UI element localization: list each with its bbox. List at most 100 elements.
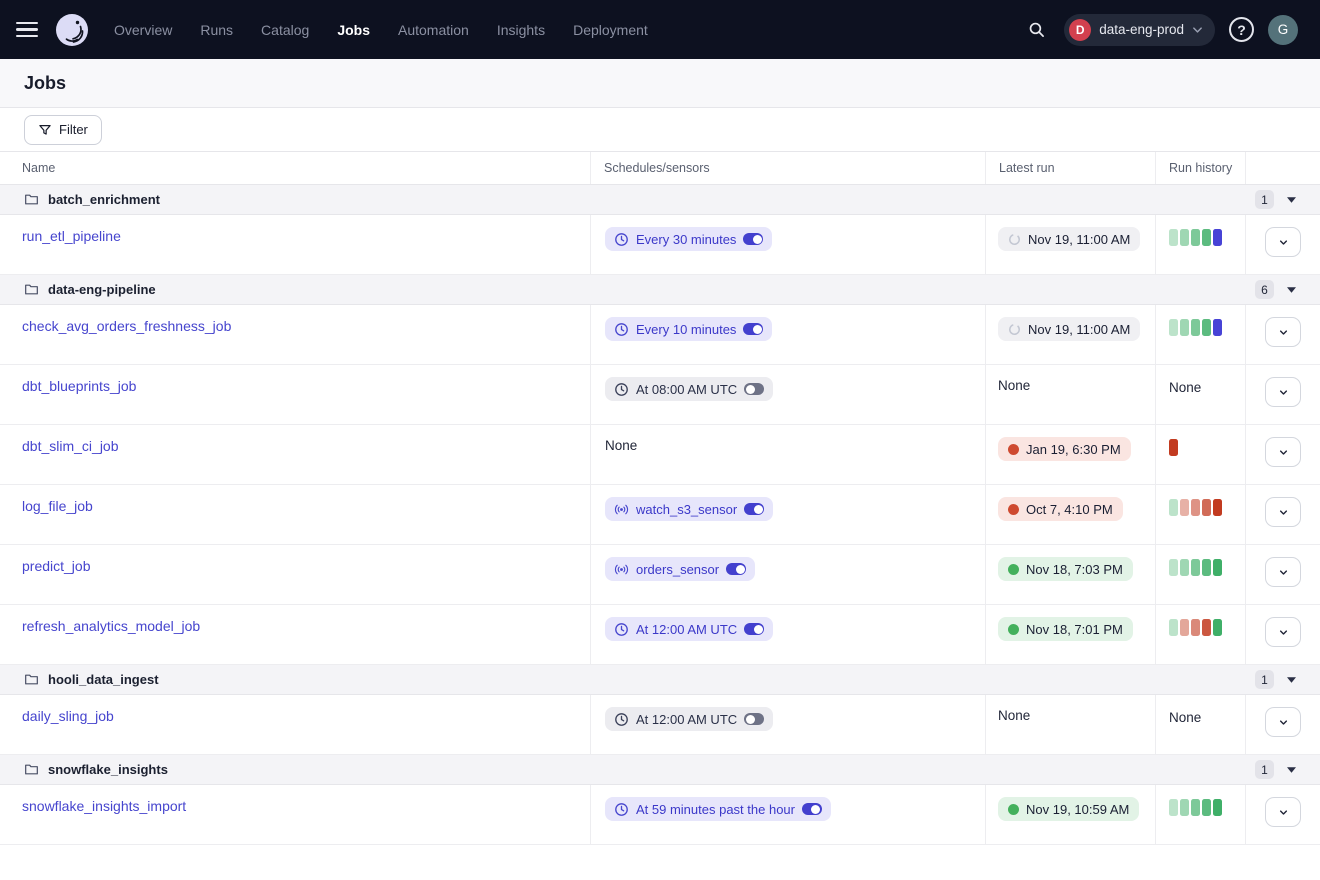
job-name-link[interactable]: predict_job bbox=[22, 558, 91, 574]
schedule-pill[interactable]: At 59 minutes past the hour bbox=[605, 797, 831, 821]
run-bar-success[interactable] bbox=[1191, 319, 1200, 336]
collapse-caret-icon[interactable] bbox=[1287, 197, 1296, 203]
run-history-bars[interactable] bbox=[1169, 319, 1245, 336]
run-bar-failure[interactable] bbox=[1191, 499, 1200, 516]
help-icon[interactable]: ? bbox=[1229, 17, 1254, 42]
run-bar-success[interactable] bbox=[1169, 229, 1178, 246]
sensor-pill[interactable]: watch_s3_sensor bbox=[605, 497, 773, 521]
run-history-bars[interactable] bbox=[1169, 799, 1245, 816]
schedule-toggle[interactable] bbox=[743, 233, 763, 245]
run-bar-success[interactable] bbox=[1191, 799, 1200, 816]
job-menu-button[interactable] bbox=[1265, 797, 1301, 827]
job-name-link[interactable]: dbt_slim_ci_job bbox=[22, 438, 119, 454]
collapse-caret-icon[interactable] bbox=[1287, 677, 1296, 683]
job-name-link[interactable]: log_file_job bbox=[22, 498, 93, 514]
run-history-bars[interactable] bbox=[1169, 559, 1245, 576]
user-avatar[interactable]: G bbox=[1268, 15, 1298, 45]
nav-item-runs[interactable]: Runs bbox=[200, 22, 233, 38]
run-bar-success[interactable] bbox=[1180, 229, 1189, 246]
run-bar-failure[interactable] bbox=[1191, 619, 1200, 636]
run-bar-success[interactable] bbox=[1169, 799, 1178, 816]
run-bar-failure[interactable] bbox=[1202, 619, 1211, 636]
job-name-link[interactable]: snowflake_insights_import bbox=[22, 798, 186, 814]
group-row-snowflake_insights[interactable]: snowflake_insights1 bbox=[0, 755, 1320, 785]
job-menu-button[interactable] bbox=[1265, 557, 1301, 587]
run-bar-success[interactable] bbox=[1180, 799, 1189, 816]
run-bar-success[interactable] bbox=[1213, 799, 1222, 816]
run-bar-success[interactable] bbox=[1169, 499, 1178, 516]
latest-run-pill[interactable]: Nov 18, 7:01 PM bbox=[998, 617, 1133, 641]
collapse-caret-icon[interactable] bbox=[1287, 287, 1296, 293]
job-menu-button[interactable] bbox=[1265, 317, 1301, 347]
run-bar-success[interactable] bbox=[1180, 559, 1189, 576]
run-bar-in_progress[interactable] bbox=[1213, 229, 1222, 246]
search-icon[interactable] bbox=[1022, 16, 1050, 44]
filter-button[interactable]: Filter bbox=[24, 115, 102, 145]
job-menu-button[interactable] bbox=[1265, 497, 1301, 527]
run-bar-success[interactable] bbox=[1191, 229, 1200, 246]
run-history-bars[interactable] bbox=[1169, 439, 1245, 456]
job-name-link[interactable]: daily_sling_job bbox=[22, 708, 114, 724]
latest-run-pill[interactable]: Nov 19, 11:00 AM bbox=[998, 227, 1140, 251]
job-menu-button[interactable] bbox=[1265, 617, 1301, 647]
job-name-link[interactable]: run_etl_pipeline bbox=[22, 228, 121, 244]
job-menu-button[interactable] bbox=[1265, 437, 1301, 467]
run-bar-success[interactable] bbox=[1169, 319, 1178, 336]
run-bar-success[interactable] bbox=[1180, 319, 1189, 336]
group-row-data-eng-pipeline[interactable]: data-eng-pipeline6 bbox=[0, 275, 1320, 305]
run-bar-success[interactable] bbox=[1213, 619, 1222, 636]
schedule-toggle[interactable] bbox=[744, 503, 764, 515]
schedule-toggle[interactable] bbox=[744, 623, 764, 635]
schedule-toggle[interactable] bbox=[802, 803, 822, 815]
schedule-pill[interactable]: At 12:00 AM UTC bbox=[605, 707, 773, 731]
run-bar-success[interactable] bbox=[1213, 559, 1222, 576]
run-bar-in_progress[interactable] bbox=[1213, 319, 1222, 336]
collapse-caret-icon[interactable] bbox=[1287, 767, 1296, 773]
group-row-hooli_data_ingest[interactable]: hooli_data_ingest1 bbox=[0, 665, 1320, 695]
schedule-toggle[interactable] bbox=[726, 563, 746, 575]
nav-item-overview[interactable]: Overview bbox=[114, 22, 172, 38]
run-bar-success[interactable] bbox=[1169, 559, 1178, 576]
run-history-bars[interactable] bbox=[1169, 229, 1245, 246]
workspace-switcher[interactable]: D data-eng-prod bbox=[1064, 14, 1215, 46]
run-bar-success[interactable] bbox=[1191, 559, 1200, 576]
run-bar-failure[interactable] bbox=[1169, 439, 1178, 456]
latest-run-pill[interactable]: Oct 7, 4:10 PM bbox=[998, 497, 1123, 521]
job-name-link[interactable]: dbt_blueprints_job bbox=[22, 378, 136, 394]
nav-item-deployment[interactable]: Deployment bbox=[573, 22, 648, 38]
latest-run-pill[interactable]: Nov 18, 7:03 PM bbox=[998, 557, 1133, 581]
menu-icon[interactable] bbox=[16, 22, 38, 38]
job-menu-button[interactable] bbox=[1265, 227, 1301, 257]
dagster-logo-icon[interactable] bbox=[54, 12, 90, 48]
job-name-link[interactable]: refresh_analytics_model_job bbox=[22, 618, 200, 634]
schedule-pill[interactable]: Every 10 minutes bbox=[605, 317, 772, 341]
run-bar-success[interactable] bbox=[1202, 799, 1211, 816]
latest-run-pill[interactable]: Jan 19, 6:30 PM bbox=[998, 437, 1131, 461]
job-menu-button[interactable] bbox=[1265, 707, 1301, 737]
job-name-link[interactable]: check_avg_orders_freshness_job bbox=[22, 318, 231, 334]
schedule-toggle[interactable] bbox=[743, 323, 763, 335]
latest-run-pill[interactable]: Nov 19, 11:00 AM bbox=[998, 317, 1140, 341]
run-history-bars[interactable] bbox=[1169, 499, 1245, 516]
run-bar-failure[interactable] bbox=[1213, 499, 1222, 516]
run-bar-failure[interactable] bbox=[1180, 619, 1189, 636]
run-bar-success[interactable] bbox=[1169, 619, 1178, 636]
nav-item-automation[interactable]: Automation bbox=[398, 22, 469, 38]
schedule-pill[interactable]: At 12:00 AM UTC bbox=[605, 617, 773, 641]
latest-run-pill[interactable]: Nov 19, 10:59 AM bbox=[998, 797, 1139, 821]
group-row-batch_enrichment[interactable]: batch_enrichment1 bbox=[0, 185, 1320, 215]
nav-item-jobs[interactable]: Jobs bbox=[337, 22, 370, 38]
schedule-toggle[interactable] bbox=[744, 383, 764, 395]
run-bar-success[interactable] bbox=[1202, 319, 1211, 336]
run-bar-success[interactable] bbox=[1202, 229, 1211, 246]
schedule-pill[interactable]: At 08:00 AM UTC bbox=[605, 377, 773, 401]
nav-item-catalog[interactable]: Catalog bbox=[261, 22, 309, 38]
run-bar-failure[interactable] bbox=[1202, 499, 1211, 516]
job-menu-button[interactable] bbox=[1265, 377, 1301, 407]
schedule-pill[interactable]: Every 30 minutes bbox=[605, 227, 772, 251]
schedule-toggle[interactable] bbox=[744, 713, 764, 725]
run-history-bars[interactable] bbox=[1169, 619, 1245, 636]
sensor-pill[interactable]: orders_sensor bbox=[605, 557, 755, 581]
nav-item-insights[interactable]: Insights bbox=[497, 22, 545, 38]
run-bar-success[interactable] bbox=[1202, 559, 1211, 576]
